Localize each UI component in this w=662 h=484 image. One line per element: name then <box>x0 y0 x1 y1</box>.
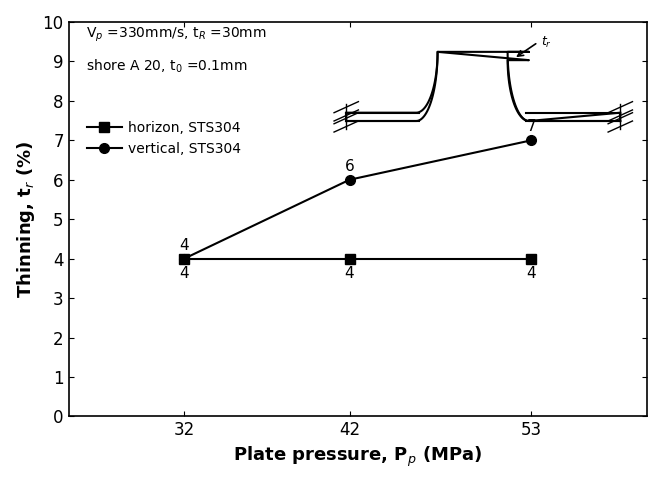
Text: 4: 4 <box>526 266 536 281</box>
Text: 7: 7 <box>526 120 536 135</box>
vertical, STS304 <box>180 256 188 261</box>
horizon, STS304 <box>346 256 354 261</box>
Line: vertical, STS304: vertical, STS304 <box>179 136 536 263</box>
horizon, STS304 <box>528 256 536 261</box>
Text: shore A 20, t$_0$ =0.1mm: shore A 20, t$_0$ =0.1mm <box>86 58 248 75</box>
Text: V$_p$ =330mm/s, t$_R$ =30mm: V$_p$ =330mm/s, t$_R$ =30mm <box>86 26 267 44</box>
Legend: horizon, STS304, vertical, STS304: horizon, STS304, vertical, STS304 <box>81 116 247 162</box>
Text: $t_r$: $t_r$ <box>541 35 552 50</box>
Line: horizon, STS304: horizon, STS304 <box>179 254 536 263</box>
vertical, STS304 <box>528 137 536 143</box>
Text: 4: 4 <box>179 266 189 281</box>
Text: 6: 6 <box>345 159 354 174</box>
Text: 4: 4 <box>345 266 354 281</box>
Y-axis label: Thinning, t$_r$ (%): Thinning, t$_r$ (%) <box>15 140 37 298</box>
X-axis label: Plate pressure, P$_p$ (MPa): Plate pressure, P$_p$ (MPa) <box>233 445 483 469</box>
Text: 4: 4 <box>179 238 189 253</box>
horizon, STS304 <box>180 256 188 261</box>
vertical, STS304 <box>346 177 354 182</box>
